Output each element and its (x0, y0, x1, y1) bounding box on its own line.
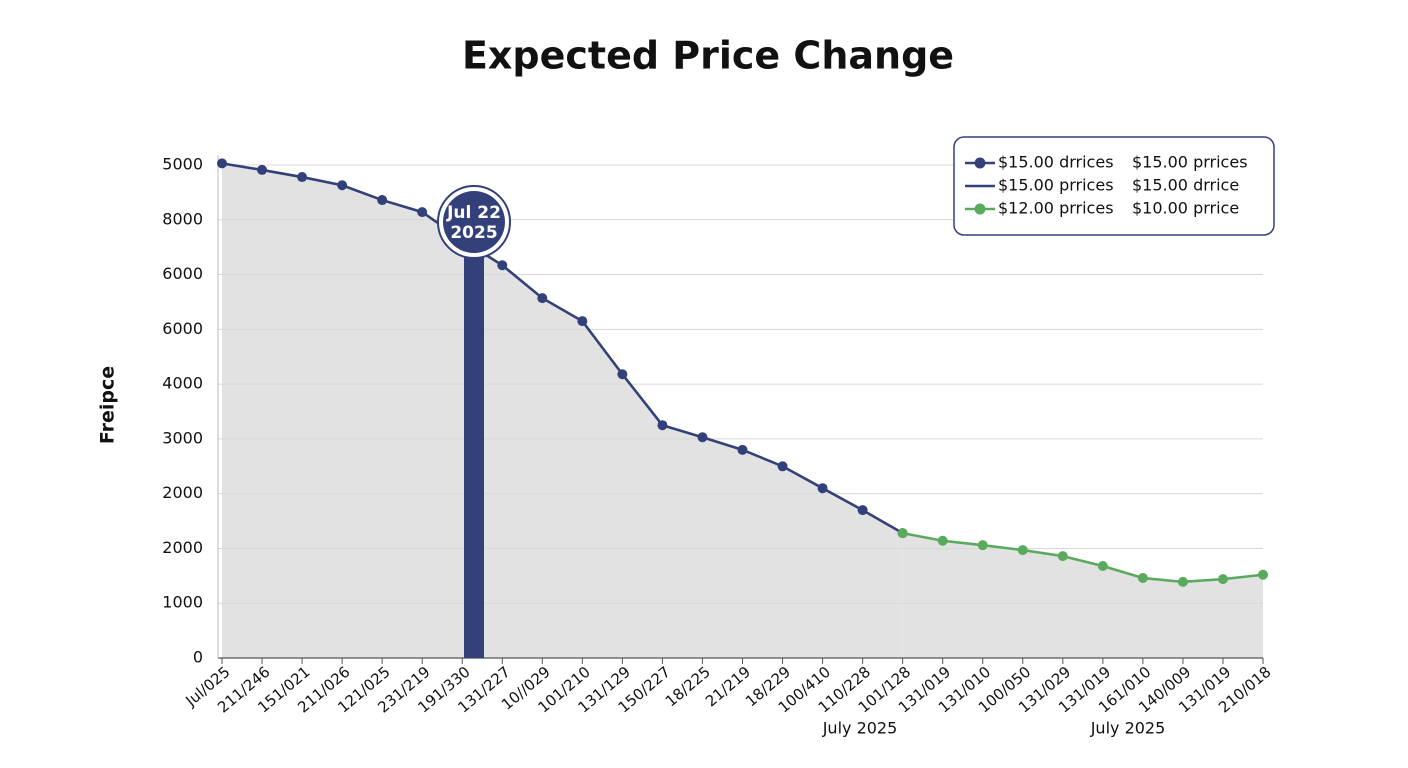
line (902, 531, 1264, 584)
point (217, 158, 227, 169)
highlight-bar (464, 240, 484, 658)
point (697, 432, 708, 443)
x-sublabel: July 2025 (1090, 719, 1166, 738)
y-tick-label: 6000 (162, 264, 203, 283)
point (1057, 551, 1068, 562)
point (977, 540, 988, 551)
point (257, 164, 268, 175)
area (222, 163, 903, 658)
point (777, 461, 788, 472)
x-sublabel: July 2025 (822, 719, 898, 738)
legend-label: $15.00 drrices (998, 153, 1114, 172)
point (1177, 576, 1188, 587)
legend-box (953, 136, 1275, 236)
legend: $15.00 drrices $15.00 prrices $15.00 prric… (965, 153, 1248, 218)
x-tick-label: 21/219 (702, 663, 754, 711)
point (857, 505, 868, 516)
y-tick-label: 5000 (162, 155, 203, 174)
x-tick-label: 18/225 (662, 663, 714, 711)
y-tick-label: 6000 (162, 319, 203, 338)
legend-marker (974, 157, 986, 169)
point (1097, 560, 1108, 571)
annotation-bubble (443, 191, 505, 253)
legend-note: $15.00 prrices (1132, 153, 1248, 172)
point (497, 260, 508, 271)
y-tick-label: 2000 (162, 483, 203, 502)
area (902, 533, 1263, 658)
point (337, 180, 348, 191)
point (657, 420, 668, 431)
point (737, 444, 748, 455)
y-tick-label: 8000 (162, 209, 203, 228)
legend-marker (974, 203, 986, 215)
y-axis-label: Freipce (97, 366, 119, 444)
annotation-text: 2025 (450, 223, 497, 243)
annotation-text: Jul 22 (446, 203, 501, 223)
point (1137, 573, 1148, 584)
legend-label: $12.00 prrices (998, 199, 1114, 218)
point (577, 316, 588, 327)
point (937, 535, 948, 546)
y-tick-label: 1000 (162, 593, 203, 612)
point (1017, 545, 1028, 556)
y-tick-label: 0 (193, 648, 203, 667)
point (1258, 569, 1268, 580)
legend-label: $15.00 prrices (998, 176, 1114, 195)
line (221, 162, 904, 535)
point (617, 369, 628, 380)
chart-title: Expected Price Change (462, 34, 954, 78)
point (817, 483, 828, 494)
point (377, 195, 388, 206)
y-tick-label: 2000 (162, 538, 203, 557)
point (417, 207, 428, 218)
y-tick-label: 4000 (162, 374, 203, 393)
point (537, 293, 548, 304)
legend-note: $15.00 drrice (1132, 176, 1239, 195)
point (297, 172, 308, 183)
y-tick-label: 3000 (162, 428, 203, 447)
point (897, 528, 908, 539)
plot-area: 0 1000 2000 2000 3000 4000 6000 6000 8000 5000 Jul… (162, 155, 1274, 738)
point (1217, 574, 1228, 585)
legend-note: $10.00 prrice (1132, 199, 1239, 218)
